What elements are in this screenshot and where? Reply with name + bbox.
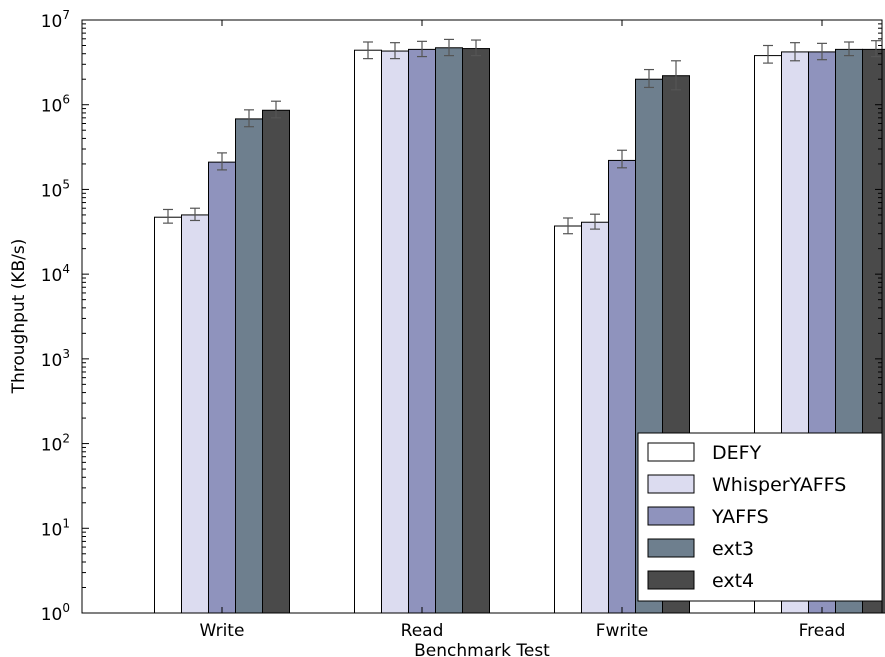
legend-swatch bbox=[647, 538, 695, 558]
y-tick-label: 103 bbox=[41, 347, 70, 371]
legend-item-ext3: ext3 bbox=[647, 538, 754, 560]
legend-item-whisperyaffs: WhisperYAFFS bbox=[647, 474, 846, 496]
bar-ext3-write bbox=[235, 118, 263, 614]
error-bar-yaffs-read bbox=[417, 40, 427, 58]
bar-ext4-write bbox=[262, 109, 290, 614]
x-tick-label: Write bbox=[200, 621, 245, 641]
error-bar-ext4-fread bbox=[871, 40, 881, 58]
bar-whisperyaffs-read bbox=[381, 50, 409, 614]
legend-swatch bbox=[647, 474, 695, 494]
y-axis-label: Throughput (KB/s) bbox=[9, 239, 29, 395]
x-tick-label: Fwrite bbox=[596, 621, 649, 641]
error-bar-whisperyaffs-fwrite bbox=[590, 213, 600, 230]
bar-defy-read bbox=[354, 49, 382, 614]
legend-label: WhisperYAFFS bbox=[712, 474, 846, 496]
y-tick-label: 107 bbox=[41, 8, 70, 32]
legend-swatch bbox=[647, 506, 695, 526]
error-bar-ext4-fwrite bbox=[671, 60, 681, 91]
error-bar-ext3-fwrite bbox=[644, 68, 654, 89]
legend-swatch bbox=[647, 570, 695, 590]
y-tick-label: 100 bbox=[41, 601, 70, 625]
bar-defy-write bbox=[154, 216, 182, 614]
error-bar-ext3-fread bbox=[844, 41, 854, 57]
legend-label: DEFY bbox=[712, 442, 762, 464]
error-bar-whisperyaffs-write bbox=[190, 207, 200, 222]
y-tick-label: 106 bbox=[41, 93, 70, 117]
error-bar-yaffs-write bbox=[217, 152, 227, 171]
bar-yaffs-write bbox=[208, 161, 236, 614]
legend-label: YAFFS bbox=[711, 506, 769, 528]
y-tick-label: 101 bbox=[41, 516, 70, 540]
legend-swatch bbox=[647, 442, 695, 462]
error-bar-whisperyaffs-fread bbox=[790, 42, 800, 62]
bar-whisperyaffs-write bbox=[181, 214, 209, 614]
x-axis-label: Benchmark Test bbox=[414, 641, 550, 657]
bar-whisperyaffs-fwrite bbox=[581, 221, 609, 614]
bar-yaffs-fwrite bbox=[608, 159, 636, 614]
error-bar-ext4-write bbox=[271, 100, 281, 119]
bar-defy-fwrite bbox=[554, 225, 582, 614]
plot-frame bbox=[81, 19, 883, 614]
error-bar-whisperyaffs-read bbox=[390, 42, 400, 60]
error-bar-ext4-read bbox=[471, 39, 481, 57]
legend-item-defy: DEFY bbox=[647, 442, 762, 464]
error-bar-defy-fread bbox=[763, 44, 773, 64]
error-bar-defy-write bbox=[163, 208, 173, 224]
x-tick-label: Read bbox=[401, 621, 444, 641]
y-tick-label: 102 bbox=[41, 432, 70, 456]
error-bar-yaffs-fread bbox=[817, 42, 827, 61]
bar-ext4-read bbox=[462, 48, 490, 614]
legend-item-yaffs: YAFFS bbox=[647, 506, 769, 528]
x-tick-label: Fread bbox=[799, 621, 846, 641]
legend-label: ext3 bbox=[712, 538, 754, 560]
error-bar-defy-read bbox=[363, 41, 373, 60]
y-tick-label: 105 bbox=[41, 177, 70, 201]
y-tick-label: 104 bbox=[41, 262, 70, 286]
error-bar-ext3-write bbox=[244, 109, 254, 128]
legend-label: ext4 bbox=[712, 570, 754, 592]
legend: DEFY WhisperYAFFS YAFFS ext3 ext4 bbox=[637, 432, 883, 602]
bar-ext3-read bbox=[435, 47, 463, 614]
legend-item-ext4: ext4 bbox=[647, 570, 754, 592]
error-bar-yaffs-fwrite bbox=[617, 149, 627, 169]
error-bars-layer bbox=[163, 38, 881, 235]
error-bar-ext3-read bbox=[444, 38, 454, 57]
bar-yaffs-read bbox=[408, 48, 436, 614]
error-bar-defy-fwrite bbox=[563, 217, 573, 235]
x-axis: Write Read Fwrite Fread bbox=[200, 20, 846, 641]
